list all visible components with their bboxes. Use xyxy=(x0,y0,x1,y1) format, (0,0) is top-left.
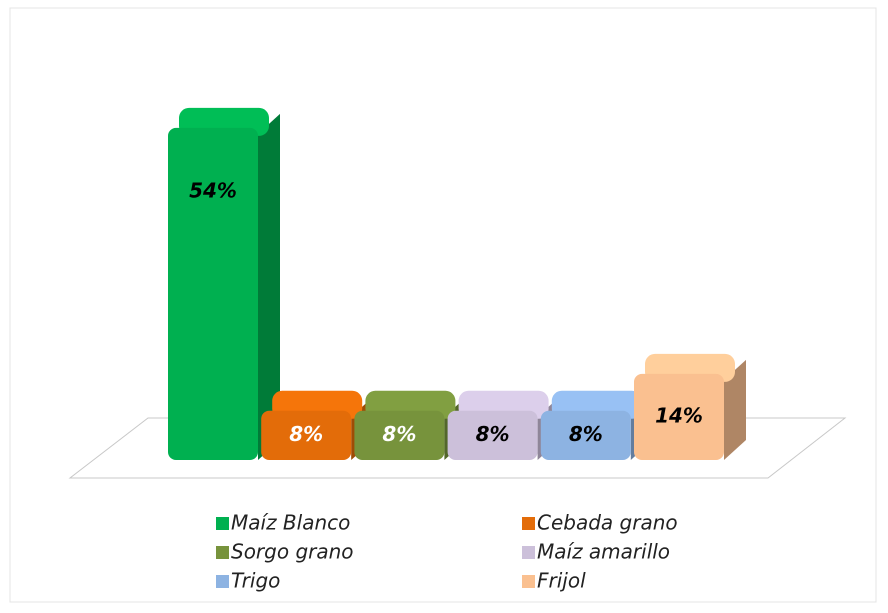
legend-marker xyxy=(216,546,229,559)
data-label: 54% xyxy=(189,178,237,202)
legend-label: Trigo xyxy=(231,569,280,593)
bar-side xyxy=(724,359,746,460)
legend-label: Frijol xyxy=(537,569,586,593)
legend-marker xyxy=(216,517,229,530)
bar xyxy=(634,373,724,460)
data-label: 8% xyxy=(569,422,603,446)
bar xyxy=(540,410,631,460)
data-label: 8% xyxy=(289,422,323,446)
data-label: 14% xyxy=(655,403,703,427)
legend-marker xyxy=(522,517,535,530)
legend-label: Cebada grano xyxy=(537,511,678,535)
bar xyxy=(168,127,258,461)
bar xyxy=(447,410,538,460)
chart-border xyxy=(9,7,877,603)
legend-label: Sorgo grano xyxy=(231,540,354,564)
legend-label: Maíz Blanco xyxy=(231,511,350,535)
bar xyxy=(261,410,352,460)
legend-marker xyxy=(522,546,535,559)
bar xyxy=(354,410,445,460)
legend-marker xyxy=(216,575,229,588)
data-label: 8% xyxy=(476,422,510,446)
legend-label: Maíz amarillo xyxy=(537,540,670,564)
legend-marker xyxy=(522,575,535,588)
data-label: 8% xyxy=(382,422,416,446)
bar-side xyxy=(258,113,280,461)
